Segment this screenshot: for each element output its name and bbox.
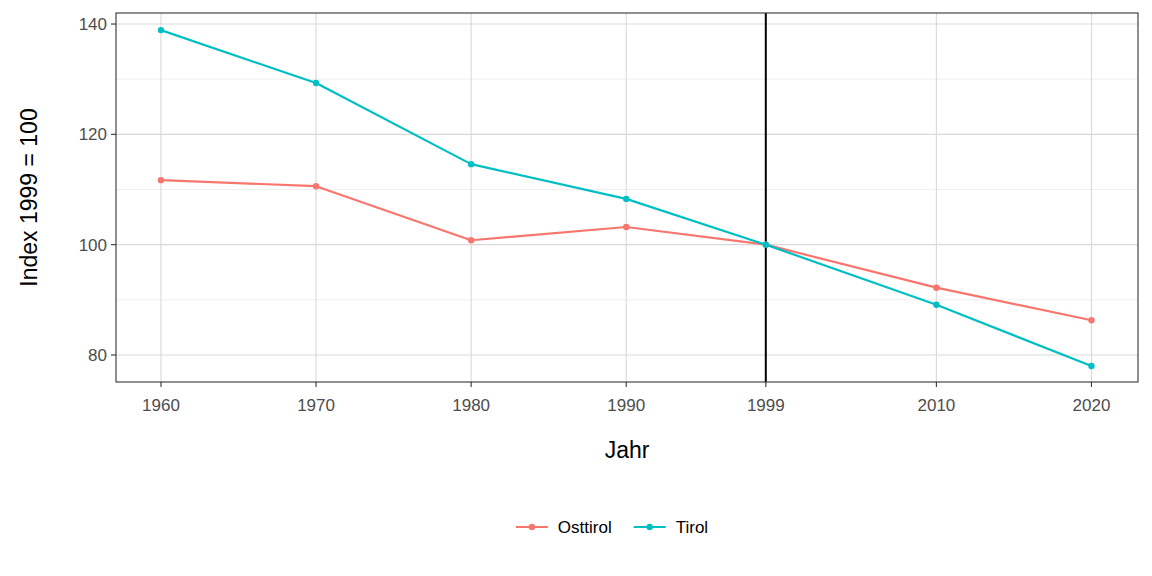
tick-mark — [111, 23, 116, 24]
tick-mark — [111, 244, 116, 245]
axis-title: Index 1999 = 100 — [16, 108, 42, 286]
grid-line — [316, 13, 317, 382]
series-point — [468, 161, 474, 167]
tick-mark — [111, 354, 116, 355]
minor-grid-line — [116, 299, 1138, 300]
tick-label: 1990 — [607, 396, 645, 415]
legend-key-point — [647, 524, 653, 530]
grid-line — [116, 244, 1138, 245]
tick-mark — [1091, 382, 1092, 387]
tick-label: 100 — [79, 236, 107, 255]
minor-grid-line — [116, 189, 1138, 190]
tick-label: 1999 — [747, 396, 785, 415]
legend-key-point — [529, 524, 535, 530]
background — [0, 0, 1152, 576]
series-point — [158, 177, 164, 183]
series-point — [313, 80, 319, 86]
series-point — [313, 183, 319, 189]
axis-title: Jahr — [605, 437, 650, 463]
tick-label: 140 — [79, 15, 107, 34]
tick-mark — [626, 382, 627, 387]
grid-line — [471, 13, 472, 382]
series-point — [1088, 317, 1094, 323]
series-point — [933, 284, 939, 290]
legend-label: Tirol — [676, 518, 708, 537]
tick-mark — [111, 134, 116, 135]
tick-label: 2010 — [917, 396, 955, 415]
series-point — [468, 237, 474, 243]
series-group — [158, 27, 1095, 369]
tick-mark — [765, 382, 766, 387]
grid-line — [116, 23, 1138, 24]
tick-label: 120 — [79, 125, 107, 144]
series-point — [1088, 363, 1094, 369]
series-line — [161, 180, 1092, 320]
series-point — [623, 224, 629, 230]
grid-line — [936, 13, 937, 382]
tick-mark — [160, 382, 161, 387]
grid-line — [116, 134, 1138, 135]
grid-line — [1091, 13, 1092, 382]
panel-border — [116, 13, 1138, 382]
tick-label: 1970 — [297, 396, 335, 415]
tick-label: 2020 — [1073, 396, 1111, 415]
legend: Osttirol Tirol — [516, 518, 708, 537]
series-point — [158, 27, 164, 33]
series-point — [623, 196, 629, 202]
grid-line — [116, 354, 1138, 355]
tick-mark — [936, 382, 937, 387]
tick-label: 1960 — [142, 396, 180, 415]
minor-grid-line — [116, 79, 1138, 80]
series-point — [763, 241, 769, 247]
plot-panel — [116, 13, 1138, 382]
chart: 80 100 120 140 1960 1970 1980 1990 1999 2010 2020 J… — [0, 0, 1152, 576]
series-point — [933, 302, 939, 308]
tick-mark — [471, 382, 472, 387]
tick-mark — [316, 382, 317, 387]
tick-label: 1980 — [452, 396, 490, 415]
series-line — [161, 30, 1092, 366]
grid-line — [765, 13, 766, 382]
series-point — [763, 241, 769, 247]
legend-label: Osttirol — [558, 518, 612, 537]
grid-line — [160, 13, 161, 382]
tick-label: 80 — [88, 346, 107, 365]
reference-line — [765, 13, 767, 382]
